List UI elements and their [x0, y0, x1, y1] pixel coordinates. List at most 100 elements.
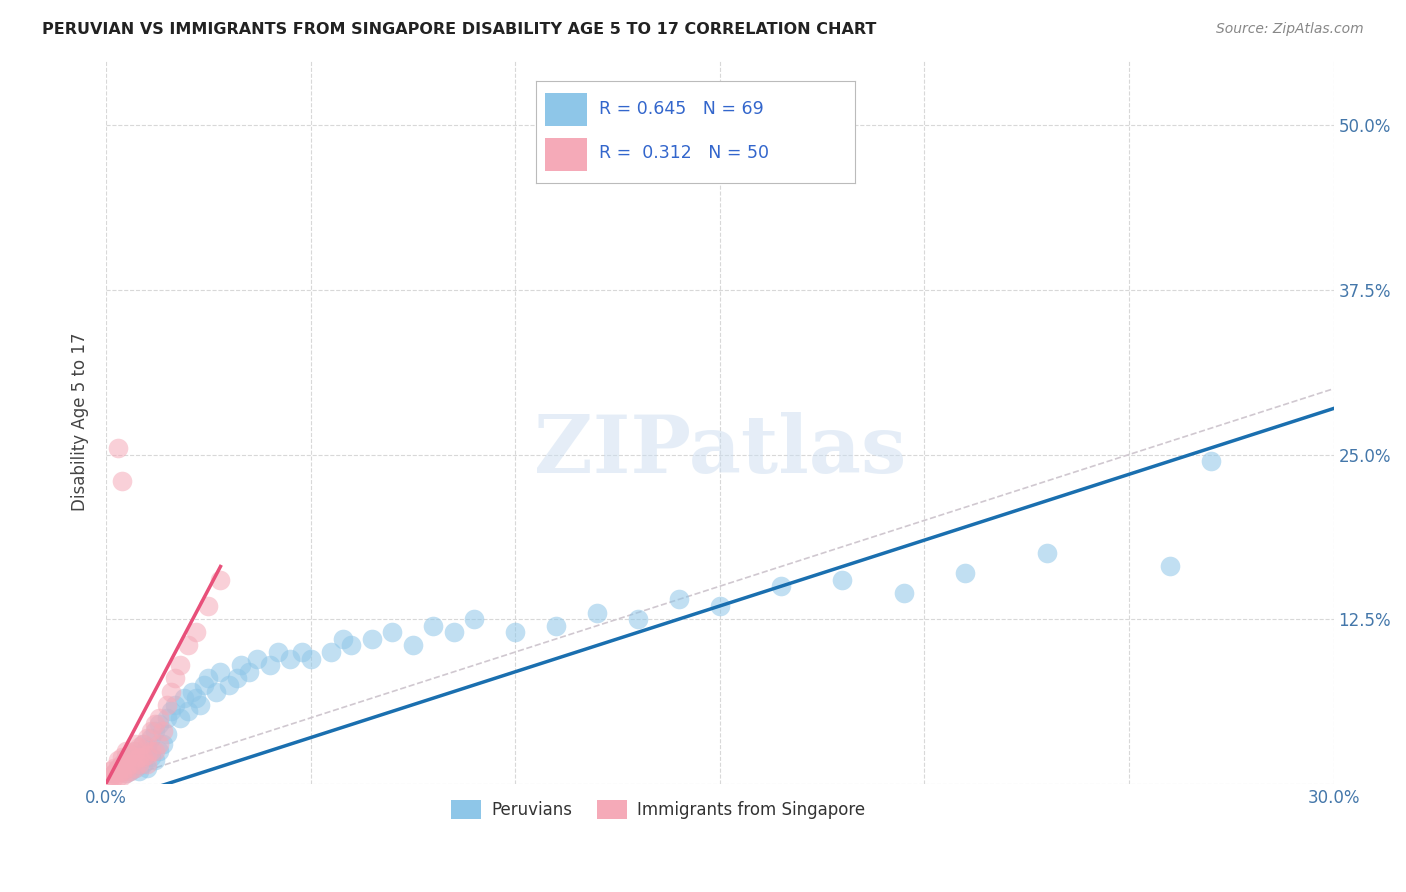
Point [165, 672, 187, 686]
Point [319, 645, 342, 659]
Point [128, 747, 150, 762]
Point [132, 756, 155, 771]
Point [103, 761, 125, 775]
Point [107, 441, 129, 455]
Point [139, 731, 162, 745]
Point [259, 658, 281, 673]
Point [1199, 454, 1222, 468]
Point [107, 753, 129, 767]
Point [586, 606, 609, 620]
Point [124, 744, 146, 758]
Point [120, 764, 142, 778]
Point [156, 698, 179, 712]
Point [148, 737, 170, 751]
Point [111, 764, 134, 778]
Point [139, 744, 162, 758]
Point [955, 566, 977, 580]
Point [120, 747, 142, 762]
Point [124, 761, 146, 775]
Point [267, 645, 290, 659]
Point [143, 724, 166, 739]
Point [111, 756, 134, 771]
Point [120, 764, 142, 778]
Point [770, 579, 793, 593]
Point [128, 750, 150, 764]
Point [124, 753, 146, 767]
Point [177, 639, 200, 653]
Point [124, 761, 146, 775]
Point [209, 573, 232, 587]
Point [98, 764, 121, 778]
Y-axis label: Disability Age 5 to 17: Disability Age 5 to 17 [72, 333, 89, 511]
Point [160, 684, 183, 698]
Point [544, 619, 567, 633]
Point [115, 766, 138, 780]
Point [128, 764, 150, 778]
Point [111, 756, 134, 771]
Point [238, 665, 260, 679]
Point [180, 684, 202, 698]
Point [111, 769, 134, 783]
Point [443, 625, 465, 640]
Point [278, 651, 301, 665]
Point [246, 651, 269, 665]
Point [115, 761, 138, 775]
Point [152, 737, 174, 751]
Point [463, 612, 485, 626]
Point [120, 756, 142, 771]
Point [135, 761, 157, 775]
Point [184, 625, 207, 640]
Point [148, 717, 170, 731]
Point [218, 678, 240, 692]
Point [197, 672, 219, 686]
Point [128, 756, 150, 771]
Point [128, 739, 150, 754]
Point [197, 599, 219, 613]
Point [135, 747, 157, 762]
Point [115, 750, 138, 764]
Point [98, 772, 121, 786]
Point [165, 698, 187, 712]
Point [115, 744, 138, 758]
Point [115, 753, 138, 767]
Point [193, 678, 215, 692]
Point [422, 619, 444, 633]
Point [156, 727, 179, 741]
Point [402, 639, 425, 653]
Point [111, 474, 134, 488]
Point [169, 658, 191, 673]
Point [173, 691, 195, 706]
Point [160, 704, 183, 718]
Point [120, 753, 142, 767]
Point [831, 573, 853, 587]
Point [107, 761, 129, 775]
Point [111, 750, 134, 764]
Point [229, 658, 252, 673]
Point [98, 769, 121, 783]
Point [135, 731, 157, 745]
Point [132, 737, 155, 751]
Point [124, 744, 146, 758]
Point [332, 632, 354, 646]
Point [1159, 559, 1181, 574]
Point [503, 625, 526, 640]
Point [139, 724, 162, 739]
Point [107, 761, 129, 775]
Point [299, 651, 322, 665]
Point [135, 739, 157, 754]
Point [291, 645, 314, 659]
Point [139, 750, 162, 764]
Point [148, 744, 170, 758]
Point [148, 711, 170, 725]
Text: Source: ZipAtlas.com: Source: ZipAtlas.com [1216, 22, 1364, 37]
Point [668, 592, 690, 607]
Point [152, 724, 174, 739]
Point [143, 753, 166, 767]
Point [340, 639, 363, 653]
Point [132, 750, 155, 764]
Point [169, 711, 191, 725]
Point [361, 632, 384, 646]
Legend: Peruvians, Immigrants from Singapore: Peruvians, Immigrants from Singapore [444, 794, 872, 826]
Point [103, 766, 125, 780]
Point [132, 737, 155, 751]
